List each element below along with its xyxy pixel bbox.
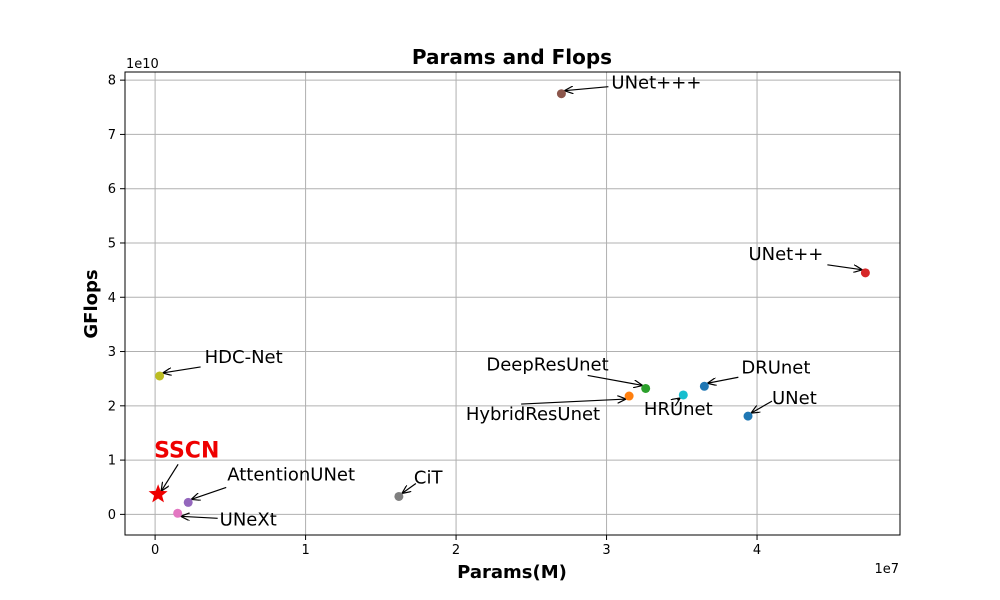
- arrow-sscn: [161, 463, 179, 491]
- y-tick-label: 2: [108, 399, 116, 414]
- point-cit: [394, 491, 404, 501]
- point-hdc-net: [155, 371, 165, 381]
- x-tick-label: 2: [452, 543, 460, 558]
- arrow-hdc-net: [163, 366, 201, 373]
- y-tick-label: 3: [108, 345, 116, 360]
- point-unet-: [556, 89, 566, 99]
- arrow-attentionunet: [191, 486, 227, 499]
- point-unext: [173, 508, 183, 518]
- x-tick-label: 0: [151, 543, 159, 558]
- arrow-unet-: [564, 87, 609, 91]
- label-sscn: SSCN: [154, 438, 219, 463]
- point-hybridresunet: [624, 391, 634, 401]
- arrow-hrunet: [677, 398, 680, 400]
- label-unet-: UNet+++: [611, 73, 701, 94]
- y-tick-label: 1: [108, 454, 116, 469]
- label-hdc-net: HDC-Net: [205, 347, 283, 368]
- label-attentionunet: AttentionUNet: [227, 464, 355, 485]
- arrow-unet-: [827, 264, 862, 270]
- y-tick-label: 8: [108, 74, 116, 89]
- label-hybridresunet: HybridResUnet: [466, 404, 600, 425]
- annotations: UNet+++ UNet++ HDC-Net DeepResUnet DRUnet Hyb…: [154, 73, 823, 531]
- point-sscn: [148, 484, 168, 503]
- data-points: [148, 89, 870, 518]
- x-tick-label: 4: [753, 543, 761, 558]
- arrow-drunet: [707, 376, 739, 383]
- annotation-arrows: [161, 87, 862, 519]
- x-axis-label: Params(M): [457, 562, 567, 583]
- y-tick-label: 0: [108, 508, 116, 523]
- y-tick-label: 4: [108, 291, 116, 306]
- point-drunet: [699, 381, 709, 391]
- label-hrunet: HRUnet: [644, 399, 713, 420]
- y-axis-label: GFlops: [81, 269, 102, 338]
- label-drunet: DRUnet: [741, 357, 810, 378]
- plot-frame: [124, 71, 901, 536]
- label-unet-: UNet++: [748, 244, 823, 265]
- label-unext: UNeXt: [220, 509, 277, 530]
- point-hrunet: [678, 390, 688, 400]
- x-tick-label: 1: [301, 543, 309, 558]
- label-deepresunet: DeepResUnet: [486, 354, 608, 375]
- point-deepresunet: [641, 383, 651, 393]
- label-cit: CiT: [414, 467, 444, 488]
- y-tick-label: 7: [108, 128, 116, 143]
- arrow-unext: [181, 516, 218, 518]
- point-attentionunet: [183, 497, 193, 507]
- arrow-deepresunet: [587, 374, 643, 385]
- chart-title: Params and Flops: [412, 45, 612, 69]
- x-exponent-label: 1e7: [874, 562, 899, 577]
- label-unet: UNet: [772, 388, 817, 409]
- y-tick-label: 5: [108, 236, 116, 251]
- axis-ticks: 0 1 2 3 4 0 1 2 3 4 5 6 7 8: [108, 74, 761, 558]
- x-tick-label: 3: [602, 543, 610, 558]
- arrow-cit: [402, 482, 417, 493]
- point-unet-: [860, 268, 870, 278]
- arrow-unet: [751, 400, 773, 413]
- point-unet: [743, 411, 753, 421]
- y-tick-label: 6: [108, 182, 116, 197]
- grid: [125, 72, 900, 535]
- y-exponent-label: 1e10: [126, 57, 159, 72]
- arrow-hybridresunet: [521, 399, 626, 405]
